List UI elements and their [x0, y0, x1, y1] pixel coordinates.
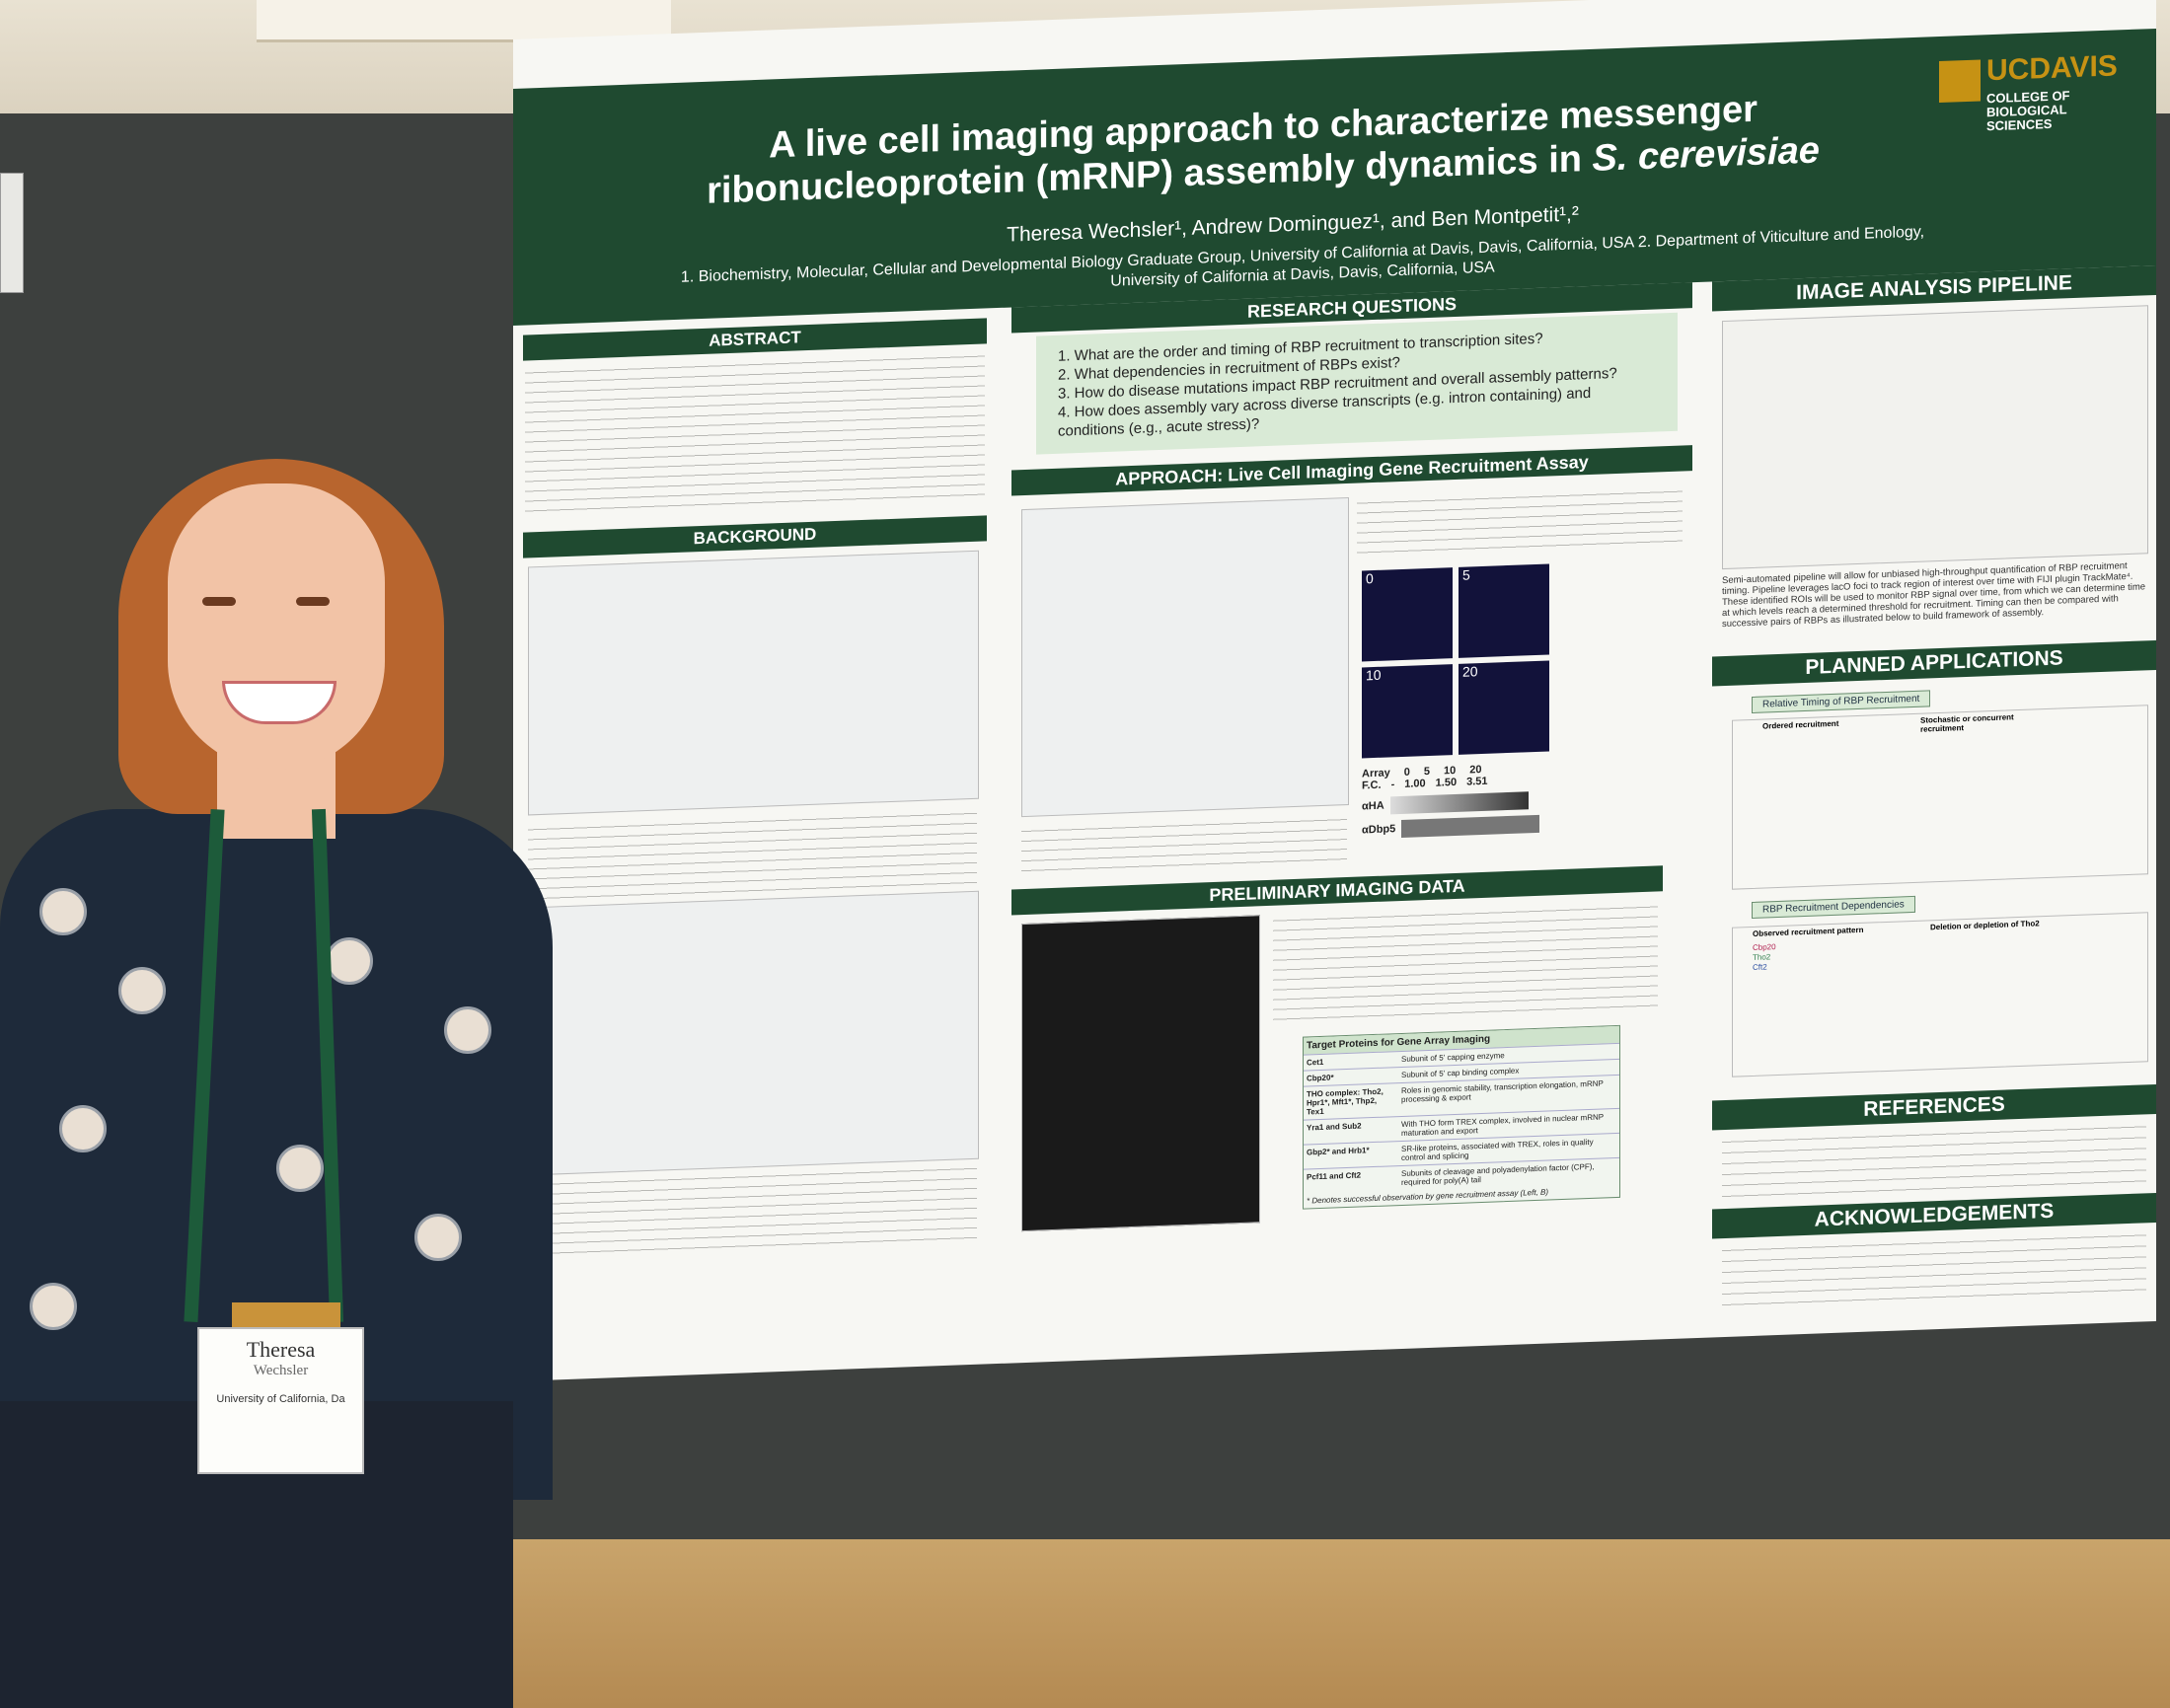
fc-value-1: 1.00: [1404, 778, 1426, 790]
abstract-text: [525, 349, 985, 515]
table-cell-protein: Yra1 and Sub2: [1307, 1121, 1362, 1133]
figure-2-caption: [528, 1161, 977, 1258]
ucdavis-logo: UCDAVIS COLLEGE OF BIOLOGICAL SCIENCES: [1939, 49, 2136, 165]
array-row-label: Array: [1362, 767, 1390, 780]
fc-value-0: -: [1390, 779, 1395, 791]
micrograph-label-5: 5: [1462, 566, 1470, 583]
legend-cft2: Cft2: [1753, 962, 1767, 972]
name-badge: Theresa Wechsler University of Californi…: [197, 1327, 364, 1474]
shirt-pattern-flower: [118, 967, 166, 1014]
array-fc-table: Array 0 5 10 20 F.C. - 1.00 1.50 3.51 αH…: [1362, 761, 1559, 839]
badge-last-name: Wechsler: [253, 1363, 309, 1378]
deletion-label: Deletion or depletion of Tho2: [1930, 919, 2040, 932]
fc-value-2: 1.50: [1435, 776, 1458, 789]
person-eye-right: [296, 597, 330, 606]
shirt-pattern-flower: [276, 1145, 324, 1192]
ordered-label: Ordered recruitment: [1762, 718, 1839, 731]
shirt-pattern-flower: [444, 1006, 491, 1054]
fc-row-label: F.C.: [1362, 779, 1382, 792]
legend-cbp20: Cbp20: [1753, 942, 1776, 952]
research-questions-box: 1. What are the order and timing of RBP …: [1036, 312, 1678, 455]
micrograph-label-0: 0: [1366, 570, 1374, 587]
observed-label: Observed recruitment pattern: [1753, 925, 1864, 938]
figure-5-caption: [1273, 900, 1658, 1023]
shirt-pattern-flower: [30, 1283, 77, 1330]
badge-first-name: Theresa: [246, 1337, 316, 1362]
blot-label-dbp5: αDbp5: [1362, 823, 1396, 837]
table-cell-protein: Pcf11 and Cft2: [1307, 1170, 1362, 1182]
stochastic-label: Stochastic or concurrent recruitment: [1920, 712, 2014, 734]
pipeline-diagram: [1722, 305, 2148, 570]
shirt-pattern-flower: [59, 1105, 107, 1152]
array-value-0: 0: [1403, 766, 1410, 779]
figure-4-caption: [1357, 484, 1683, 557]
badge-organization: University of California, Da: [216, 1393, 345, 1405]
figure-1-caption: [528, 806, 977, 903]
approach-figure-3: [1021, 496, 1349, 818]
ucdavis-logo-mark: [1939, 59, 1981, 104]
person-face: [168, 483, 385, 770]
shirt-pattern-flower: [39, 888, 87, 935]
person-eye-left: [202, 597, 236, 606]
target-proteins-table: Target Proteins for Gene Array Imaging C…: [1303, 1024, 1620, 1210]
array-value-3: 20: [1469, 764, 1482, 777]
legend-tho2: Tho2: [1753, 952, 1771, 962]
background-figure-1: [528, 550, 979, 816]
micrograph-0: 0: [1362, 567, 1453, 662]
research-poster: A live cell imaging approach to characte…: [513, 0, 2170, 1381]
background-figure-2: [528, 890, 979, 1176]
fc-value-3: 3.51: [1466, 775, 1488, 788]
timing-plots: Ordered recruitment Stochastic or concur…: [1732, 705, 2148, 890]
side-sign: [0, 173, 24, 293]
shirt-pattern-flower: [414, 1214, 462, 1261]
micrograph-label-10: 10: [1366, 666, 1382, 684]
table-cell-protein: Gbp2* and Hrb1*: [1307, 1146, 1370, 1157]
micrograph-10: 10: [1362, 664, 1453, 759]
table-cell-protein: THO complex: Tho2, Hpr1*, Mft1*, Thp2, T…: [1307, 1086, 1384, 1117]
micrograph-20: 20: [1459, 660, 1549, 755]
logo-word: UCDAVIS: [1986, 49, 2118, 88]
micrograph-5: 5: [1459, 563, 1549, 658]
array-value-1: 5: [1423, 765, 1430, 779]
blot-label-ha: αHA: [1362, 799, 1384, 813]
dependency-plots: Observed recruitment pattern Deletion or…: [1732, 912, 2148, 1077]
title-species: S. cerevisiae: [1592, 129, 1820, 180]
western-blot-ha: [1389, 791, 1529, 815]
shirt-pattern-flower: [326, 937, 373, 985]
preliminary-image-grid: [1021, 915, 1260, 1232]
array-value-2: 10: [1444, 764, 1457, 778]
logo-subtitle: COLLEGE OF BIOLOGICAL SCIENCES: [1986, 88, 2070, 134]
micrograph-label-20: 20: [1462, 663, 1478, 680]
